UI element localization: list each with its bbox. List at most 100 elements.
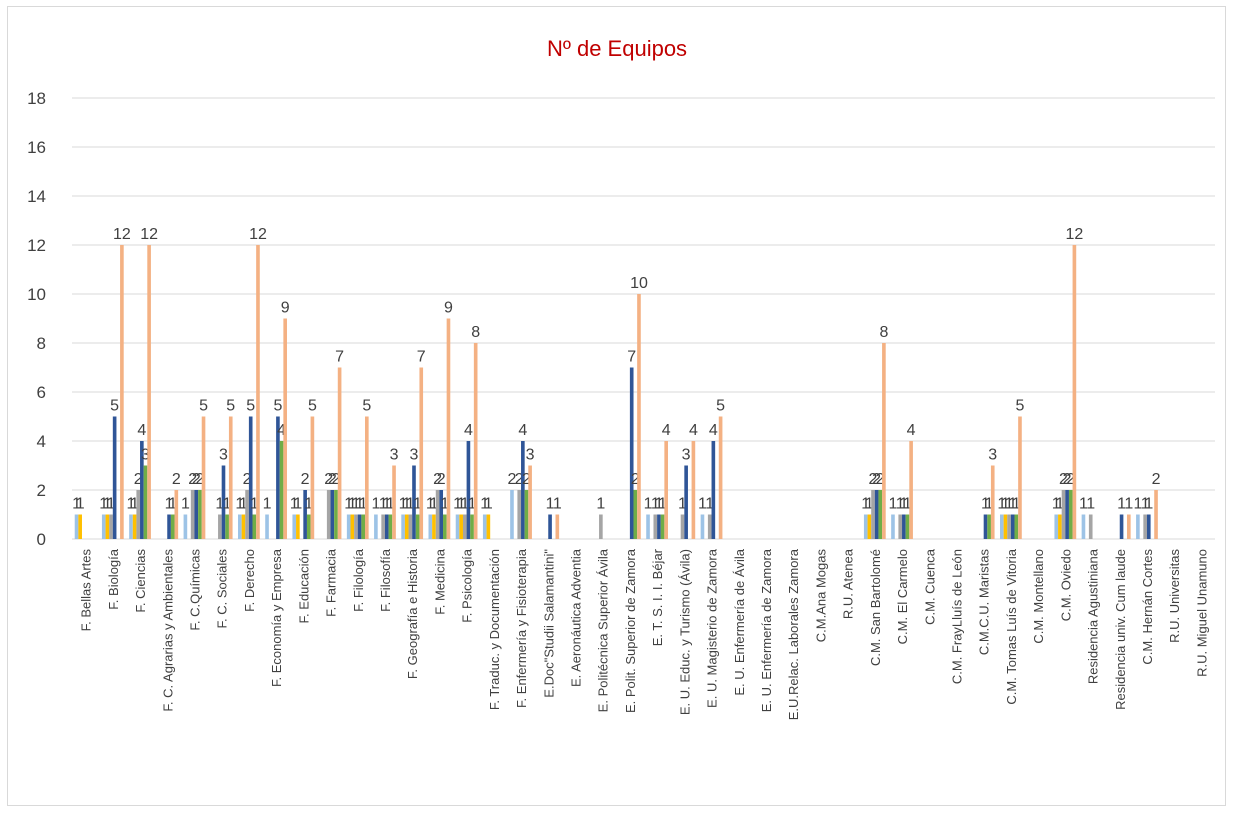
data-label: 3 (410, 447, 419, 464)
bar (891, 514, 895, 539)
data-label: 12 (113, 226, 131, 243)
data-label: 1 (480, 496, 489, 513)
bar (524, 490, 529, 539)
data-label: 5 (1016, 398, 1025, 415)
data-label: 1 (290, 496, 299, 513)
bar (198, 490, 202, 539)
data-label: 2 (433, 471, 442, 488)
bar (415, 514, 420, 539)
x-tick-label: F. Educación (296, 549, 311, 623)
bar (241, 514, 246, 539)
data-label: 2 (876, 471, 885, 488)
bar (555, 514, 560, 539)
x-tick-label: C.M. El Carmelo (895, 549, 910, 644)
data-label: 1 (460, 496, 469, 513)
y-tick-label: 12 (27, 236, 46, 255)
x-tick-label: E. U. Educ. y Turismo (Ávila) (677, 549, 692, 715)
bar (190, 490, 195, 539)
x-tick-label: F. Biología (106, 548, 121, 609)
data-label: 1 (399, 496, 408, 513)
bar (412, 465, 416, 539)
bar (374, 514, 378, 539)
data-label: 1 (304, 496, 313, 513)
data-label: 5 (362, 398, 371, 415)
bar (221, 465, 226, 539)
bar (1146, 514, 1151, 539)
bar (357, 514, 362, 539)
data-label: 3 (141, 447, 150, 464)
data-label: 1 (76, 496, 85, 513)
bar (279, 441, 284, 539)
data-label: 1 (553, 496, 562, 513)
data-label: 5 (199, 398, 208, 415)
bar (983, 514, 988, 539)
data-label: 1 (705, 496, 714, 513)
data-label: 2 (522, 471, 531, 488)
bar (684, 465, 688, 539)
x-tick-label: R.U. Atenea (841, 548, 856, 619)
data-label: 1 (181, 496, 190, 513)
data-label: 1 (99, 496, 108, 513)
bar (1081, 514, 1086, 539)
data-label: 9 (444, 300, 453, 317)
data-label: 12 (140, 226, 158, 243)
data-label: 1 (484, 496, 493, 513)
bar (1058, 514, 1062, 539)
bar (517, 490, 522, 539)
x-tick-label: R.U. Miguel Unamuno (1194, 549, 1209, 677)
data-label: 1 (889, 496, 898, 513)
data-label: 5 (308, 398, 317, 415)
data-label: 1 (903, 496, 912, 513)
bar (1007, 514, 1011, 539)
x-tick-label: E. Aeronáutica Adventia (568, 548, 583, 687)
x-tick-label: C.M.Ana Mogas (813, 549, 828, 643)
bar (882, 343, 886, 539)
chart-title: Nº de Equipos (547, 36, 687, 61)
x-tick-label: C.M.C.U. Maristas (977, 549, 992, 656)
bar (1003, 514, 1008, 539)
bar (238, 514, 242, 539)
data-label: 1 (359, 496, 368, 513)
data-label: 1 (348, 496, 357, 513)
bar (256, 245, 260, 539)
data-label: 1 (896, 496, 905, 513)
bar (143, 465, 148, 539)
data-label: 1 (1133, 496, 1142, 513)
x-tick-label: E. Politécnica Superior Ávila (596, 548, 611, 712)
y-tick-label: 8 (37, 334, 46, 353)
bar (909, 441, 913, 539)
data-label: 1 (355, 496, 364, 513)
bar (1072, 245, 1077, 539)
bar (459, 514, 463, 539)
bar (473, 343, 478, 539)
data-label: 5 (226, 398, 235, 415)
y-tick-label: 2 (37, 481, 46, 500)
bar (265, 514, 269, 539)
x-tick-label: F. Geografía e Historia (405, 548, 420, 679)
bar (346, 514, 351, 539)
bar (1010, 514, 1015, 539)
bar (548, 514, 552, 539)
bar (482, 514, 487, 539)
data-label: 7 (335, 349, 344, 366)
data-label: 1 (1124, 496, 1133, 513)
data-label: 2 (437, 471, 446, 488)
x-tick-label: E.Doc"Studii Salamantini" (541, 549, 556, 698)
data-label: 8 (879, 324, 888, 341)
data-label: 1 (215, 496, 224, 513)
bar (354, 514, 358, 539)
bar (306, 514, 311, 539)
x-tick-label: C.M. Hernán Cortes (1140, 549, 1155, 665)
bar (432, 514, 436, 539)
bar (174, 490, 179, 539)
bar (718, 416, 723, 539)
data-label: 12 (1065, 226, 1083, 243)
data-label: 1 (1012, 496, 1021, 513)
data-label: 2 (134, 471, 143, 488)
data-label: 4 (709, 422, 718, 439)
data-label: 1 (382, 496, 391, 513)
bar (384, 514, 389, 539)
bar (303, 490, 307, 539)
data-label: 1 (371, 496, 380, 513)
bar (435, 490, 440, 539)
